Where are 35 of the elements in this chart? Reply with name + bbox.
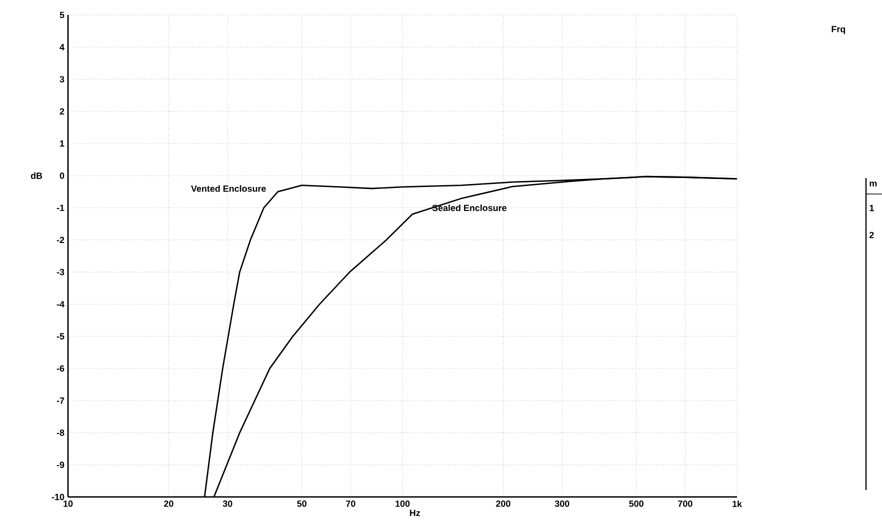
y-tick-label: 0: [60, 172, 64, 179]
y-tick-label: 1: [60, 140, 64, 147]
x-tick-label: 30: [222, 500, 232, 507]
y-tick-label: 5: [60, 12, 64, 18]
x-tick-label: 300: [554, 500, 570, 507]
text: Frq: [832, 26, 846, 34]
series-label: Vented Enclosure: [191, 185, 266, 192]
y-tick-label: -2: [56, 236, 64, 244]
y-tick-label: -6: [56, 365, 64, 372]
y-tick-label: -5: [56, 333, 64, 340]
text: m: [870, 182, 877, 186]
y-tick-label: -8: [56, 430, 64, 436]
x-tick-label: 50: [297, 500, 306, 507]
y-tick-label: 3: [60, 76, 64, 82]
x-tick-label: 500: [629, 500, 644, 507]
y-tick-label: -1: [56, 204, 64, 211]
x-tick-label: 100: [396, 500, 410, 507]
text: 1: [870, 204, 874, 212]
y-tick-label: 4: [60, 44, 64, 50]
y-tick-label: -3: [56, 268, 64, 276]
y-tick-label: -10: [52, 494, 64, 500]
x-tick-label: 200: [496, 500, 510, 507]
y-tick-label: 2: [60, 108, 64, 115]
x-tick-label: 20: [164, 500, 174, 507]
x-tick-label: 10: [64, 500, 73, 507]
x-tick-label: 70: [346, 500, 356, 507]
x-axis-title: Hz: [410, 510, 420, 516]
text: 2: [870, 232, 874, 238]
x-tick-label: 1k: [732, 500, 742, 507]
y-tick-label: -7: [56, 397, 64, 404]
y-tick-label: -9: [56, 462, 64, 468]
series-label: Sealed Enclosure: [432, 204, 506, 212]
y-axis-title: dB: [30, 172, 42, 179]
y-tick-label: -4: [56, 301, 64, 308]
x-tick-label: 700: [678, 500, 692, 507]
